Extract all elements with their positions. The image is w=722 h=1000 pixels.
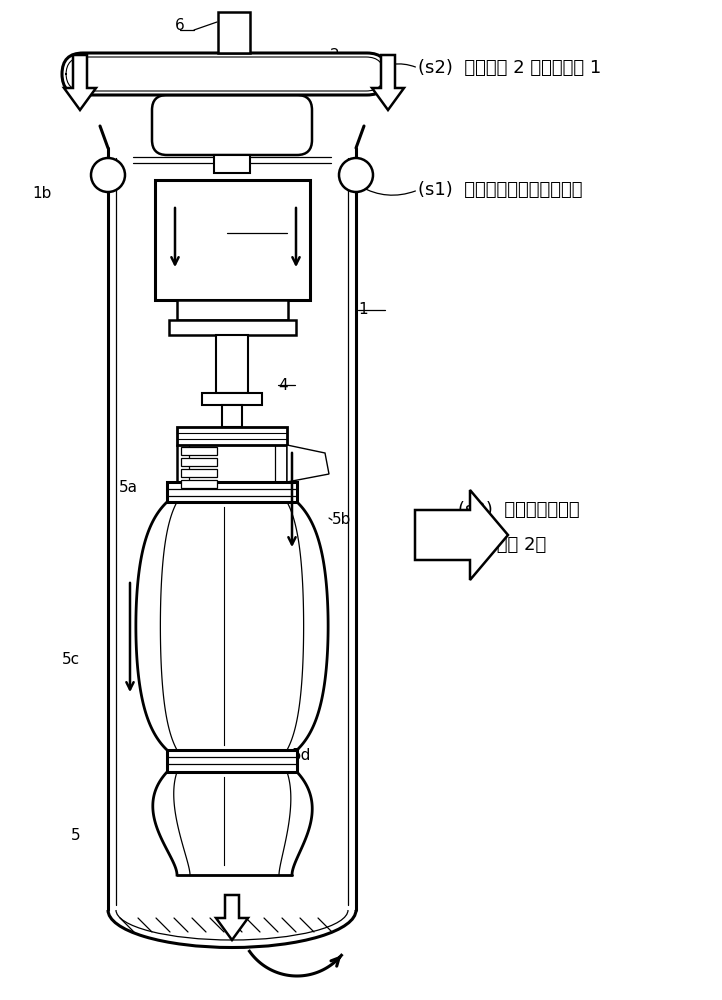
Text: E: E — [247, 230, 256, 244]
Bar — [202, 393, 262, 405]
Text: 5c: 5c — [62, 652, 80, 668]
Polygon shape — [216, 895, 248, 940]
Text: 5b: 5b — [332, 512, 352, 528]
Bar — [218, 12, 250, 53]
Bar — [181, 458, 217, 466]
Text: (s3)  将内容物填充到: (s3) 将内容物填充到 — [458, 501, 580, 519]
Text: 5: 5 — [70, 828, 80, 842]
Text: 1a: 1a — [217, 17, 237, 32]
Bar — [222, 405, 242, 427]
Text: 3: 3 — [212, 140, 222, 155]
Text: 4: 4 — [278, 377, 287, 392]
Text: 2: 2 — [330, 47, 339, 62]
Text: 5a: 5a — [119, 481, 138, 495]
Polygon shape — [287, 445, 329, 482]
Polygon shape — [415, 490, 508, 580]
Bar — [181, 469, 217, 477]
Circle shape — [91, 158, 125, 192]
Text: 6: 6 — [175, 17, 185, 32]
Bar — [177, 427, 287, 445]
Text: (s1)  将噴射剂填充到容器内部: (s1) 将噴射剂填充到容器内部 — [418, 181, 583, 199]
Bar — [169, 320, 296, 335]
FancyBboxPatch shape — [62, 53, 388, 95]
Text: 1b: 1b — [32, 186, 52, 200]
Text: 内袋 5（图 2）: 内袋 5（图 2） — [458, 536, 547, 554]
Bar — [216, 335, 248, 393]
Bar — [167, 482, 297, 502]
Polygon shape — [64, 55, 96, 110]
Text: 1: 1 — [358, 302, 367, 318]
FancyBboxPatch shape — [152, 95, 312, 155]
Bar — [155, 180, 310, 300]
Polygon shape — [372, 55, 404, 110]
Text: (s2)  将安装杯 2 压接到容器 1: (s2) 将安装杯 2 压接到容器 1 — [418, 59, 601, 77]
Bar — [181, 447, 217, 455]
Bar — [214, 155, 250, 173]
Bar — [181, 480, 217, 488]
Text: 5d: 5d — [292, 748, 311, 762]
Bar — [177, 300, 288, 320]
Bar — [167, 750, 297, 772]
Circle shape — [339, 158, 373, 192]
